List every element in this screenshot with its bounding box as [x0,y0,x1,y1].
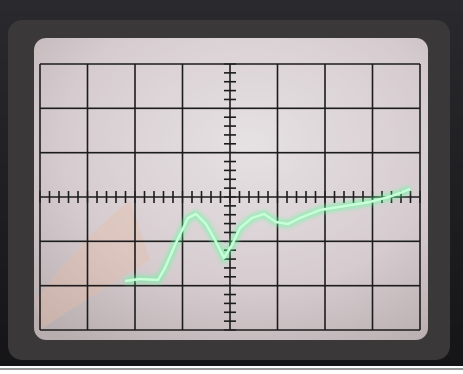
bottom-strip [0,366,463,374]
oscilloscope-photo [0,0,463,374]
